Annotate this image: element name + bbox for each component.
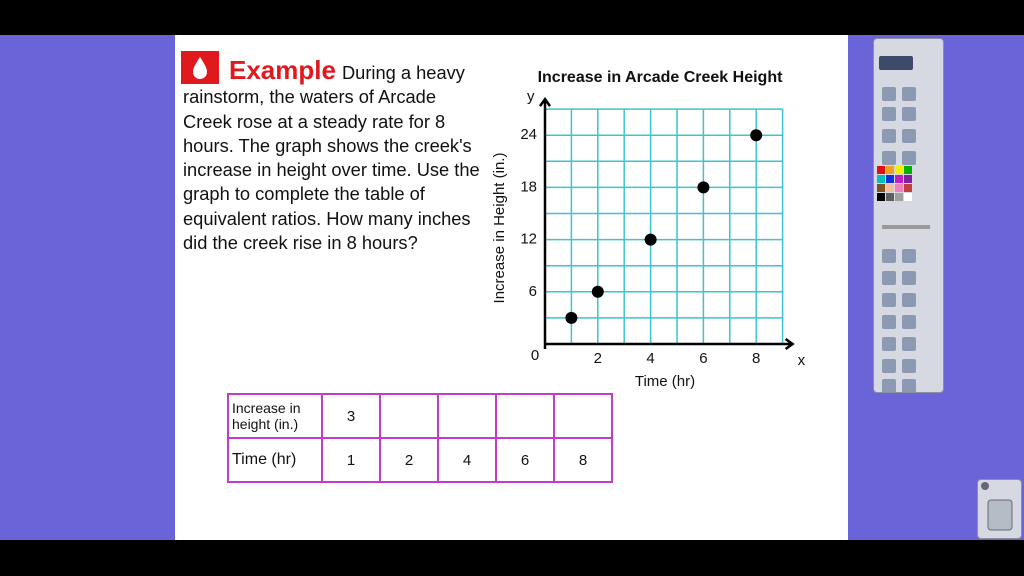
example-icon xyxy=(181,51,219,84)
table-cell xyxy=(495,393,555,439)
example-text-block: Example During a heavy rainstorm, the wat… xyxy=(183,55,481,255)
origin-label: 0 xyxy=(531,347,539,364)
table-row: Increase in height (in.) 3 xyxy=(227,393,613,439)
x-tick-label: 2 xyxy=(594,350,602,367)
table-cell xyxy=(437,393,497,439)
y-axis xyxy=(538,96,552,349)
data-point xyxy=(644,233,657,246)
table-row: Time (hr) 1 2 4 6 8 xyxy=(227,437,613,483)
y-tick-label: 6 xyxy=(529,283,537,300)
y-axis-letter: y xyxy=(527,88,535,105)
example-text: During a heavy rainstorm, the waters of … xyxy=(183,62,480,254)
trash-button[interactable] xyxy=(977,479,1022,539)
table-cell: 4 xyxy=(437,437,497,483)
y-tick-label: 18 xyxy=(520,178,537,195)
table-cell xyxy=(553,393,613,439)
table-cell: 3 xyxy=(321,393,381,439)
row-header: Time (hr) xyxy=(227,437,323,483)
table-cell xyxy=(379,393,439,439)
chart-title: Increase in Arcade Creek Height xyxy=(538,69,784,86)
x-axis-title: Time (hr) xyxy=(635,373,695,390)
row-header: Increase in height (in.) xyxy=(227,393,323,439)
x-axis-letter: x xyxy=(798,352,806,369)
table-cell: 8 xyxy=(553,437,613,483)
x-axis xyxy=(545,337,795,351)
data-point xyxy=(565,311,578,324)
example-heading: Example xyxy=(229,55,336,85)
y-axis-title: Increase in Height (in.) xyxy=(491,153,508,304)
data-point xyxy=(697,181,710,194)
table-cell: 2 xyxy=(379,437,439,483)
table-cell: 1 xyxy=(321,437,381,483)
x-tick-label: 6 xyxy=(699,350,707,367)
x-tick-label: 4 xyxy=(646,350,654,367)
ratio-table: Increase in height (in.) 3 Time (hr) 1 2 4 6 8 xyxy=(227,393,613,483)
table-cell: 6 xyxy=(495,437,555,483)
data-point xyxy=(591,285,604,298)
y-tick-label: 12 xyxy=(520,231,537,248)
toolbar[interactable] xyxy=(873,38,944,393)
y-tick-label: 24 xyxy=(520,126,537,143)
data-point xyxy=(750,129,763,142)
x-tick-label: 8 xyxy=(752,350,760,367)
